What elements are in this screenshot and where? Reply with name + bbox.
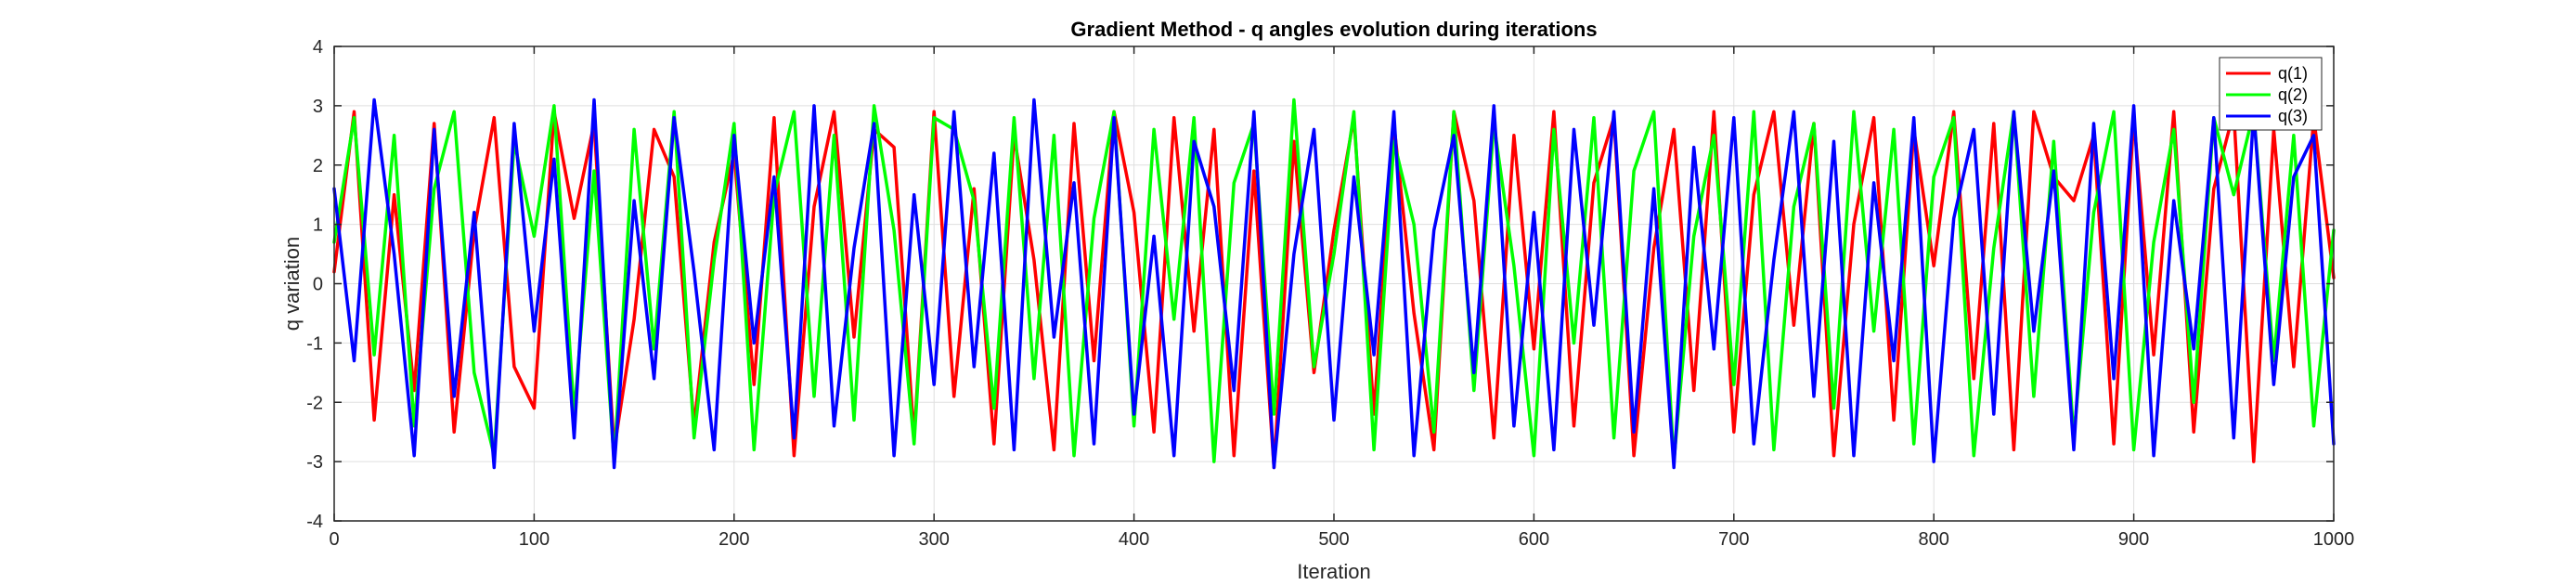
chart-title: Gradient Method - q angles evolution dur… <box>1070 18 1597 41</box>
x-tick-label: 200 <box>718 529 749 550</box>
y-tick-label: -3 <box>306 452 323 473</box>
y-axis-title: q variation <box>280 237 304 332</box>
x-axis-title: Iteration <box>1297 560 1371 583</box>
y-tick-label: 1 <box>313 215 323 236</box>
series-line-q1 <box>332 110 2336 470</box>
x-tick-label: 900 <box>2118 529 2149 550</box>
x-tick-label: 100 <box>519 529 550 550</box>
legend-label-q2: q(2) <box>2278 85 2308 104</box>
x-tick-label: 700 <box>1718 529 1749 550</box>
y-tick-label: -1 <box>306 333 323 354</box>
y-tick-label: -2 <box>306 393 323 413</box>
x-tick-label: 0 <box>329 529 339 550</box>
x-tick-label: 800 <box>1919 529 1949 550</box>
x-tick-label: 300 <box>919 529 950 550</box>
legend-label-q1: q(1) <box>2278 64 2308 83</box>
x-tick-label: 1000 <box>2313 529 2355 550</box>
x-tick-label: 400 <box>1119 529 1149 550</box>
series-line-q3 <box>332 98 2336 470</box>
y-tick-label: 4 <box>313 37 323 58</box>
legend-label-q3: q(3) <box>2278 107 2308 125</box>
legend: q(1) q(2) q(3) <box>2219 57 2323 131</box>
x-tick-label: 600 <box>1519 529 1549 550</box>
x-tick-label: 500 <box>1318 529 1349 550</box>
axis-ticks: 0 100 200 300 400 500 600 700 800 900 1000 -4 -3 -2 -1… <box>306 37 2354 550</box>
y-tick-label: 0 <box>313 275 323 295</box>
series-lines <box>332 98 2336 470</box>
y-tick-label: 2 <box>313 156 323 176</box>
y-tick-label: 3 <box>313 97 323 117</box>
y-tick-label: -4 <box>306 512 323 532</box>
